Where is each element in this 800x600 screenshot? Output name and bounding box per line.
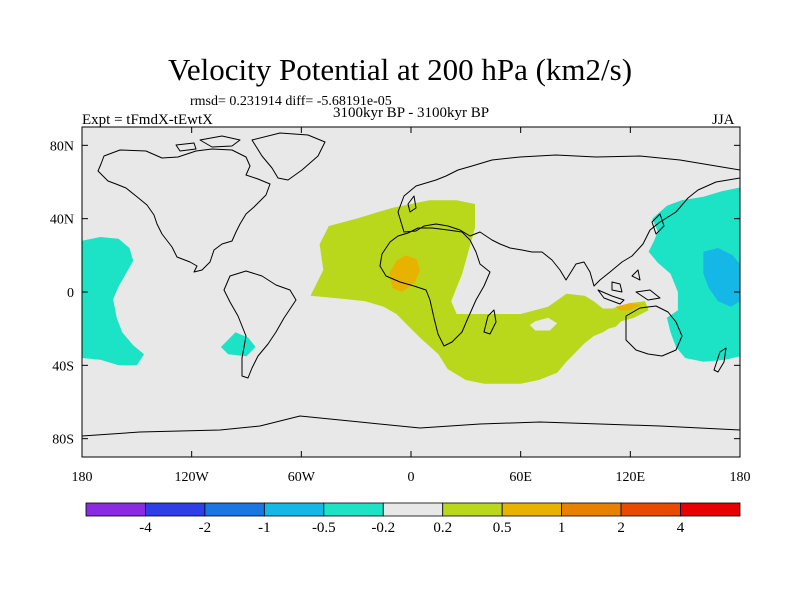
contour-negative-west-pacific-core xyxy=(703,248,740,307)
x-tick-label: 120E xyxy=(616,470,646,485)
colorbar-label: -2 xyxy=(199,520,212,536)
coastline-uk xyxy=(407,195,417,213)
coastline-europe-asia xyxy=(397,154,740,287)
colorbar-label: -1 xyxy=(258,520,271,536)
contour-regions xyxy=(82,187,740,384)
colorbar: -4 -2 -1 -0.5 -0.2 0.2 0.5 1 2 4 xyxy=(85,502,741,536)
colorbar-box xyxy=(442,502,503,517)
colorbar-label: -4 xyxy=(139,520,152,536)
coastline-madagascar xyxy=(483,309,497,335)
x-tick-label: 60W xyxy=(288,470,316,485)
colorbar-label: 2 xyxy=(617,520,625,536)
coastline-south-america xyxy=(223,270,297,379)
contour-negative-east-pacific xyxy=(82,237,145,366)
period-label: 3100kyr BP - 3100kyr BP xyxy=(332,105,490,121)
coastline-australia xyxy=(625,305,683,357)
season-label: JJA xyxy=(712,112,735,128)
colorbar-box xyxy=(501,502,563,517)
coastline-africa xyxy=(379,227,491,347)
x-tick-label: 180 xyxy=(72,470,93,485)
x-axis: 180 120W 60W 0 60E 120E 180 xyxy=(72,127,751,485)
contour-positive-indonesia-core xyxy=(615,303,642,311)
rmsd-label: rmsd= 0.231914 diff= -5.68191e-05 xyxy=(190,94,392,109)
contour-negative-west-pacific xyxy=(648,187,740,362)
x-tick-label: 120W xyxy=(175,470,210,485)
colorbar-box xyxy=(620,502,681,517)
chart-title: Velocity Potential at 200 hPa (km2/s) xyxy=(167,52,633,87)
colorbar-box xyxy=(263,502,325,517)
colorbar-box xyxy=(561,502,622,517)
contour-positive-atlantic-africa xyxy=(310,200,649,384)
y-tick-label: 0 xyxy=(67,286,74,301)
coastline-arctic-islands xyxy=(175,135,241,152)
contour-positive-africa-core xyxy=(389,255,421,292)
x-tick-label: 60E xyxy=(509,470,532,485)
coastline-antarctica xyxy=(82,415,740,457)
colorbar-label: 4 xyxy=(677,520,685,536)
colorbar-box xyxy=(680,502,741,517)
colorbar-box xyxy=(323,502,384,517)
y-axis: 80N 40N 0 40S 80S xyxy=(50,139,740,448)
coastlines xyxy=(82,132,740,457)
colorbar-label: -0.2 xyxy=(371,520,395,536)
colorbar-label: 1 xyxy=(558,520,566,536)
colorbar-box xyxy=(145,502,206,517)
experiment-label: Expt = tFmdX-tEwtX xyxy=(82,112,213,128)
coastline-north-america xyxy=(97,148,271,273)
x-tick-label: 0 xyxy=(408,470,415,485)
coastline-southeast-asia-islands xyxy=(597,269,661,305)
colorbar-label: 0.5 xyxy=(493,520,512,536)
contour-negative-south-pacific-blob xyxy=(220,332,256,357)
coastline-japan xyxy=(651,213,665,235)
colorbar-label: 0.2 xyxy=(433,520,452,536)
coastline-new-zealand xyxy=(713,347,727,373)
y-tick-label: 80S xyxy=(52,433,74,448)
colorbar-label: -0.5 xyxy=(312,520,336,536)
y-tick-label: 80N xyxy=(50,139,74,154)
colorbar-box xyxy=(382,502,444,517)
y-tick-label: 40S xyxy=(52,359,74,374)
contour-indian-ocean-hole xyxy=(529,317,558,331)
y-tick-label: 40N xyxy=(50,213,74,228)
colorbar-box xyxy=(85,502,146,517)
x-tick-label: 180 xyxy=(730,470,751,485)
coastline-greenland xyxy=(251,132,326,181)
colorbar-box xyxy=(204,502,265,517)
